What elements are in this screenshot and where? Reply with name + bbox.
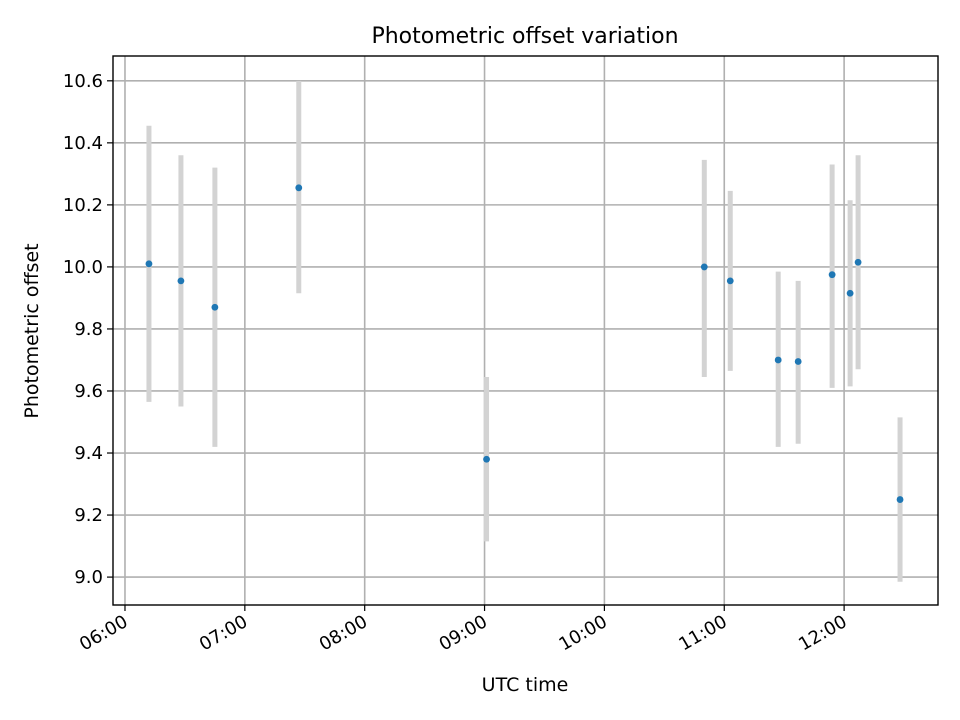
y-tick-label: 9.6 — [74, 381, 103, 402]
grid — [113, 56, 938, 605]
data-point — [726, 277, 734, 285]
chart-title: Photometric offset variation — [371, 24, 678, 49]
y-tick-label: 10.2 — [63, 195, 103, 216]
x-tick-label: 12:00 — [795, 611, 850, 655]
data-point — [483, 455, 490, 463]
y-tick-label: 9.2 — [74, 505, 103, 526]
y-axis-label: Photometric offset — [21, 243, 43, 418]
data-point — [794, 358, 802, 365]
y-tick-label: 10.4 — [63, 133, 103, 154]
data-point — [177, 277, 185, 285]
data-point — [774, 356, 782, 364]
y-tick-label: 10.0 — [63, 257, 103, 278]
data-points — [145, 184, 904, 503]
x-tick-label: 07:00 — [196, 611, 251, 655]
x-axis-label: UTC time — [482, 674, 569, 696]
x-tick-label: 11:00 — [675, 611, 730, 655]
y-tick-label: 10.6 — [63, 71, 103, 92]
data-point — [145, 260, 153, 268]
data-point — [700, 263, 708, 271]
y-tick-label: 9.4 — [74, 443, 103, 464]
x-tick-label: 08:00 — [316, 611, 371, 655]
data-point — [295, 184, 303, 192]
y-tick-label: 9.0 — [74, 567, 103, 588]
data-point — [211, 303, 219, 311]
x-tick-label: 09:00 — [436, 611, 491, 655]
data-point — [828, 271, 836, 279]
data-point — [896, 496, 904, 503]
plot-frame — [112, 55, 939, 606]
x-tick-label: 10:00 — [555, 611, 610, 655]
y-tick-label: 9.8 — [74, 319, 103, 340]
error-bars — [146, 80, 903, 582]
x-tick-label: 06:00 — [76, 611, 131, 655]
data-point — [854, 258, 862, 266]
data-point — [846, 289, 854, 297]
